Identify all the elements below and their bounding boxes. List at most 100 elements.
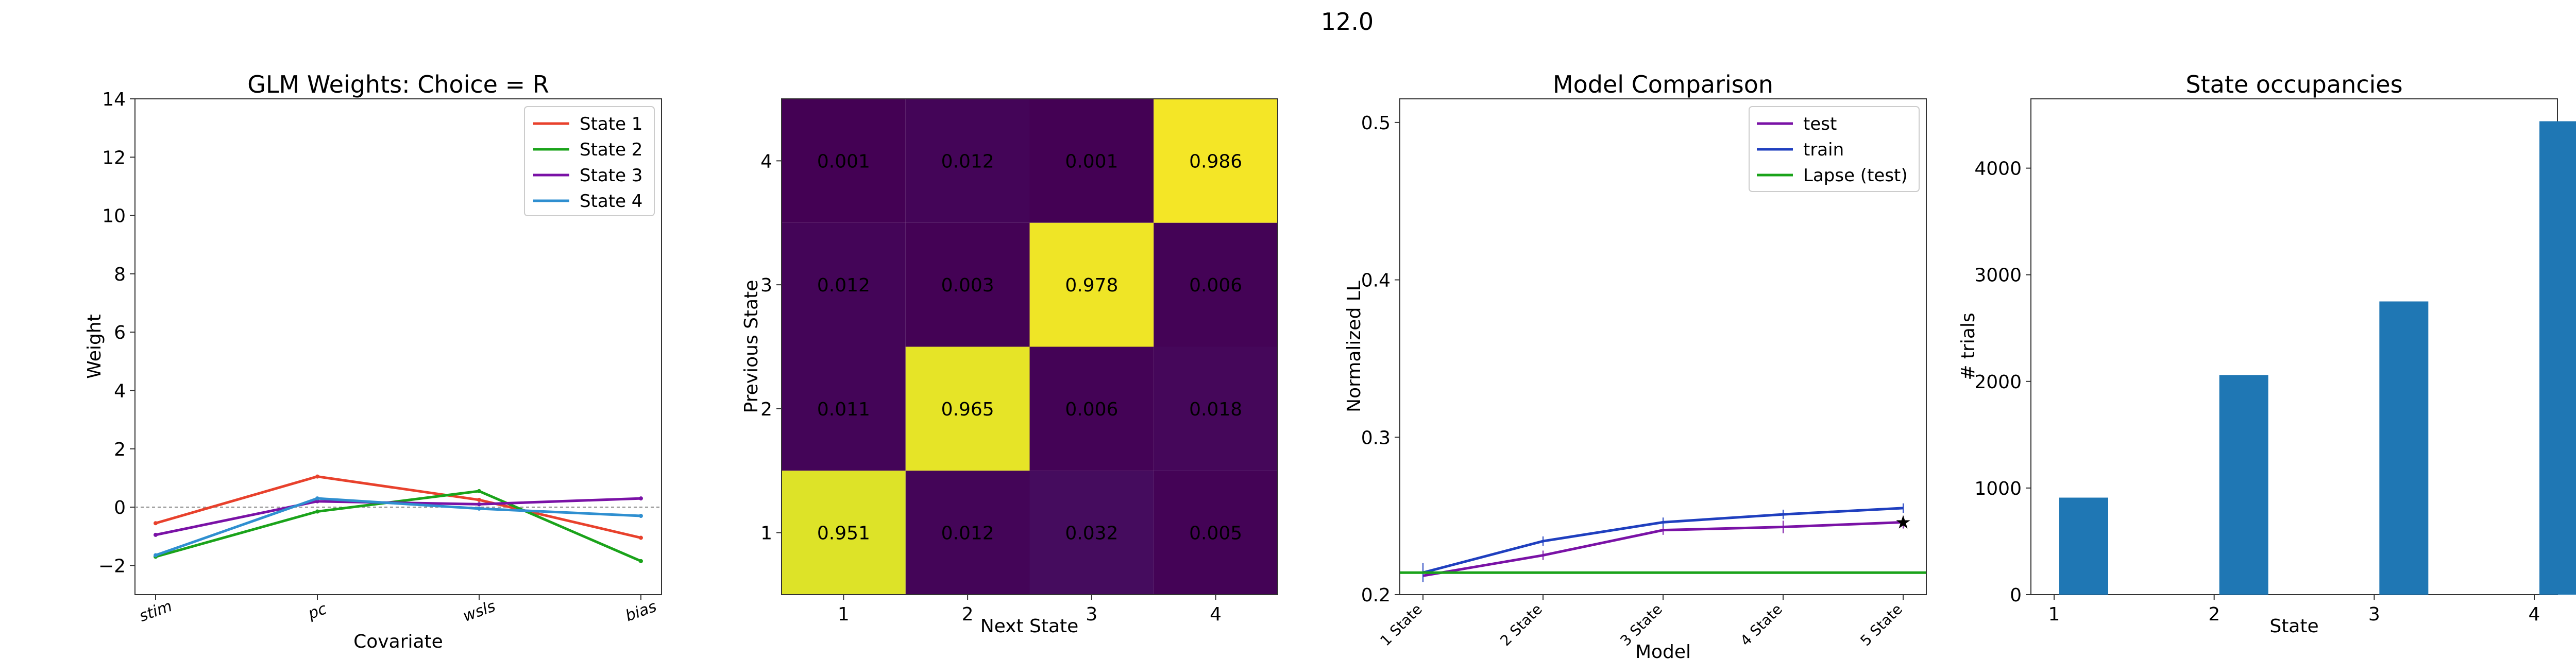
- x-axis-label: Next State: [980, 616, 1079, 637]
- data-point: [154, 521, 158, 526]
- x-tick-label: 1 State: [1377, 601, 1426, 650]
- legend-label: State 2: [580, 140, 642, 160]
- y-axis-label: Normalized LL: [1344, 281, 1365, 412]
- legend-label: State 1: [580, 114, 642, 134]
- data-point: [315, 499, 319, 504]
- bar: [2059, 497, 2108, 595]
- cell-value-label: 0.012: [941, 523, 994, 544]
- cell-value-label: 0.032: [1065, 523, 1118, 544]
- data-point: [154, 553, 158, 558]
- legend-label: State 3: [580, 165, 642, 186]
- heatmap-cell: [905, 346, 1030, 471]
- y-tick-label: 2: [114, 439, 126, 460]
- plot-frame: [781, 98, 1278, 595]
- plot-frame: [134, 98, 662, 595]
- figure-suptitle: 12.0: [1321, 8, 1374, 36]
- y-axis-label: Previous State: [741, 280, 762, 413]
- data-point: [639, 514, 643, 518]
- heatmap-cell: [1154, 471, 1278, 595]
- legend-label: train: [1803, 140, 1844, 160]
- y-tick-label: 10: [102, 206, 126, 227]
- data-point: [315, 474, 319, 479]
- y-tick-label: 0.5: [1361, 113, 1391, 134]
- y-tick-label: −2: [98, 556, 126, 577]
- y-tick-label: 3000: [1974, 265, 2022, 286]
- panel-title: Model Comparison: [1553, 71, 1773, 98]
- y-tick-label: 2: [760, 399, 772, 420]
- cell-value-label: 0.965: [941, 399, 994, 420]
- y-tick-label: 14: [102, 89, 126, 110]
- x-tick-label: 2 State: [1497, 601, 1546, 650]
- heatmap-cell: [782, 346, 906, 471]
- cell-value-label: 0.978: [1065, 275, 1118, 296]
- plot-frame: [2030, 98, 2558, 595]
- legend-box: [524, 106, 655, 216]
- x-tick-label: 2: [962, 604, 974, 625]
- heatmap-cell: [1029, 99, 1154, 223]
- data-point: [477, 502, 481, 507]
- y-ticks: 0.2 0.3 0.4 0.5: [1361, 113, 1400, 606]
- x-tick-label: pc: [306, 600, 330, 623]
- bar: [2379, 301, 2429, 595]
- heatmap-cell: [1154, 222, 1278, 347]
- y-tick-label: 0.2: [1361, 585, 1391, 606]
- data-point: [477, 497, 481, 502]
- y-tick-label: 6: [114, 322, 126, 343]
- cell-value-label: 0.001: [1065, 151, 1118, 172]
- x-tick-label: 4: [2529, 604, 2540, 625]
- y-tick-label: 1: [760, 523, 772, 544]
- y-tick-label: 0.3: [1361, 427, 1391, 448]
- x-tick-label: bias: [623, 598, 659, 626]
- heatmap-cell: [1029, 222, 1154, 347]
- data-point: [639, 496, 643, 501]
- cell-value-label: 0.012: [817, 275, 870, 296]
- data-point: [315, 509, 319, 514]
- heatmap-cells: 0.001 0.012 0.001 0.986 0.012 0.003 0.978 0.006…: [782, 99, 1278, 595]
- y-tick-label: 1000: [1974, 478, 2022, 499]
- y-tick-label: 2000: [1974, 372, 2022, 393]
- x-tick-label: 4 State: [1737, 601, 1786, 650]
- bar: [2539, 121, 2576, 595]
- y-tick-label: 0: [114, 497, 126, 518]
- x-tick-label: wsls: [461, 597, 498, 626]
- series-line: [155, 497, 641, 557]
- y-tick-label: 4: [114, 380, 126, 402]
- heatmap-cell: [905, 471, 1030, 595]
- cell-value-label: 0.951: [817, 523, 870, 544]
- x-axis-label: Covariate: [353, 631, 443, 652]
- x-tick-label: 3: [2368, 604, 2380, 625]
- heatmap-cell: [1154, 346, 1278, 471]
- bar: [2219, 375, 2268, 595]
- state-occupancies-panel: State occupancies State # trials 0100020…: [1958, 71, 2576, 637]
- series-line: [155, 490, 641, 563]
- cell-value-label: 0.018: [1189, 399, 1242, 420]
- data-point: [315, 496, 319, 501]
- bars: [2059, 121, 2576, 595]
- y-ticks: 4 3 2 1: [760, 151, 782, 544]
- x-tick-label: 5 State: [1857, 601, 1906, 650]
- series-lines: [154, 474, 643, 563]
- series-lines: [1400, 503, 1926, 582]
- data-point: [639, 535, 643, 540]
- legend-label: State 4: [580, 191, 642, 212]
- x-axis-label: State: [2269, 616, 2318, 637]
- cell-value-label: 0.986: [1189, 151, 1242, 172]
- y-ticks: 0 1000 2000 3000 4000: [1974, 159, 2031, 606]
- x-tick-label: 2: [2208, 604, 2220, 625]
- y-tick-label: 8: [114, 264, 126, 285]
- cell-value-label: 0.003: [941, 275, 994, 296]
- y-tick-label: 3: [760, 275, 772, 296]
- y-tick-label: 0: [2010, 585, 2022, 606]
- data-point: [477, 489, 481, 493]
- x-tick-label: 4: [1210, 604, 1222, 625]
- best-model-star-marker: ★: [1895, 512, 1911, 533]
- x-tick-label: 3: [1086, 604, 1097, 625]
- cell-value-label: 0.006: [1065, 399, 1118, 420]
- panel-title: State occupancies: [2185, 71, 2402, 98]
- series-line: [155, 475, 641, 539]
- y-tick-label: 4: [760, 151, 772, 172]
- cell-value-label: 0.001: [817, 151, 870, 172]
- y-tick-label: 12: [102, 147, 126, 168]
- heatmap-cell: [1029, 346, 1154, 471]
